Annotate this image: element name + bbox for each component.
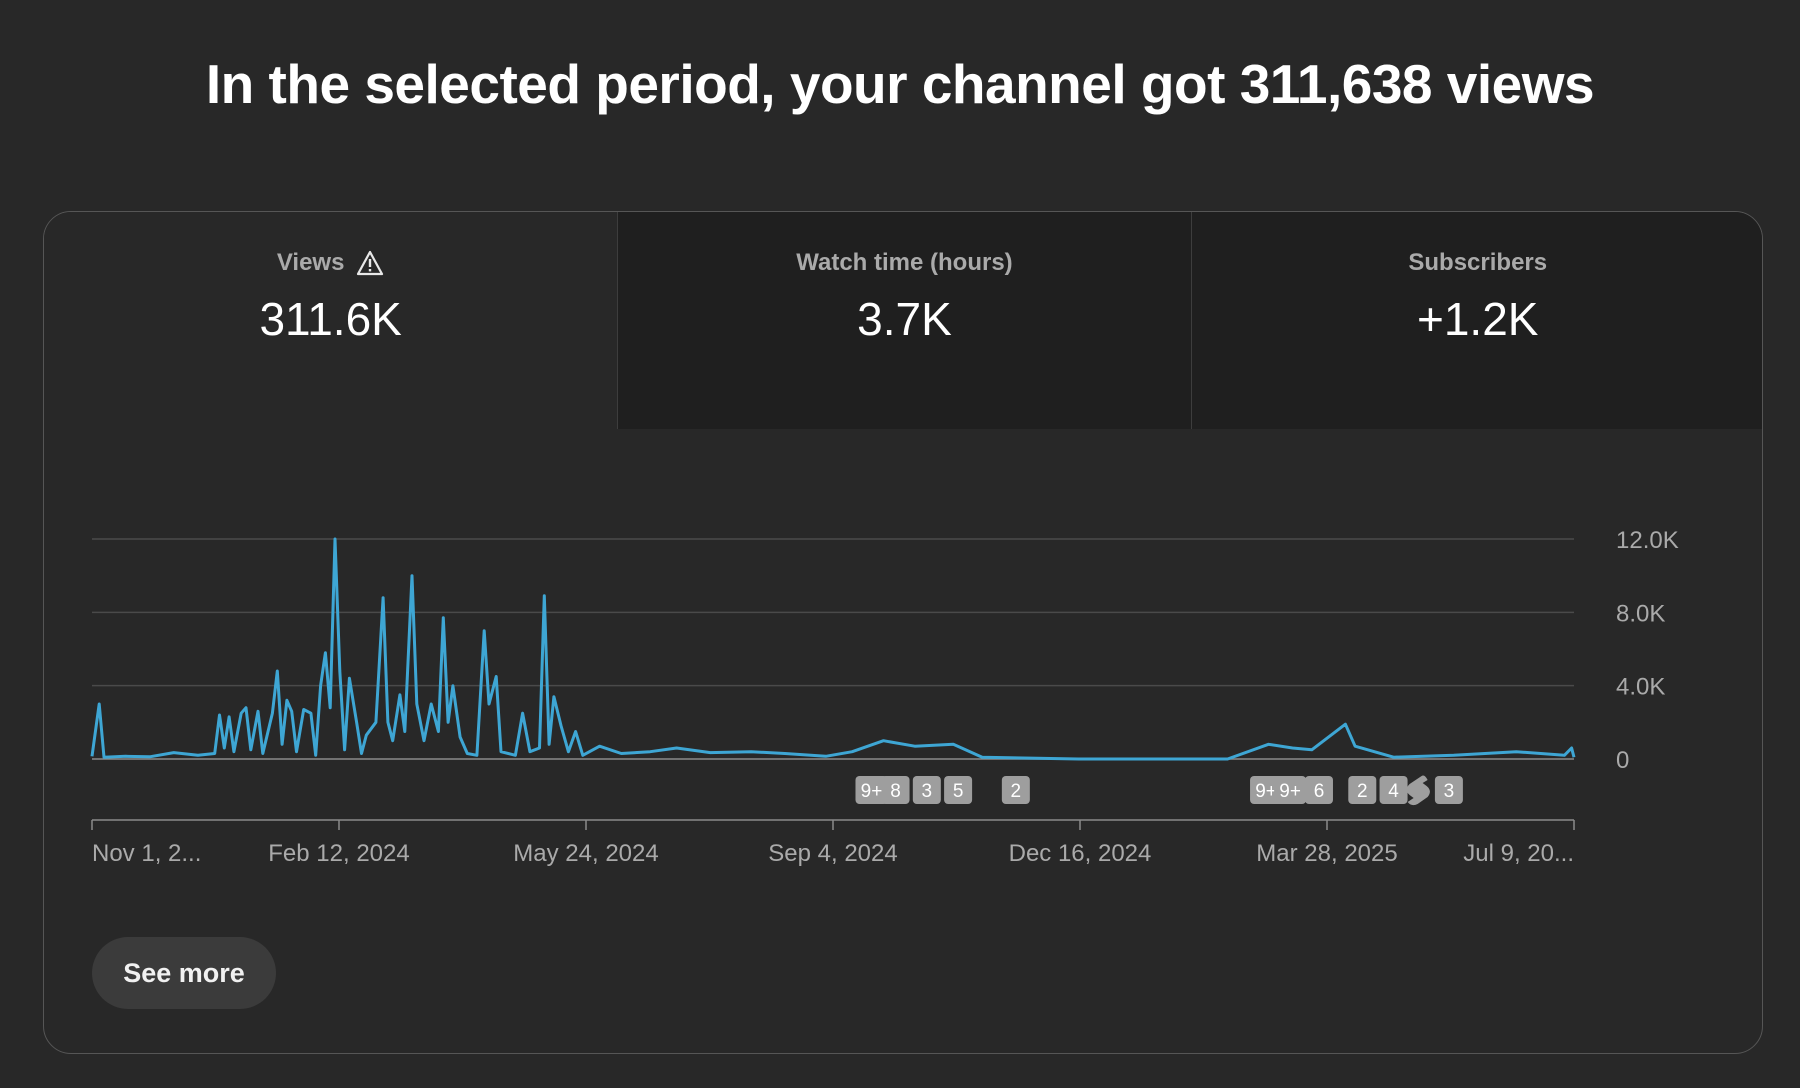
see-more-button[interactable]: See more [92, 937, 276, 1009]
y-tick-label: 0 [1616, 747, 1629, 774]
video-marker-count: 2 [1357, 781, 1368, 802]
views-line-chart[interactable]: 0 4.0K 8.0K 12.0K Nov 1, 2... Feb 12, 2024 May… [44, 212, 1763, 1054]
video-marker[interactable] [1379, 776, 1408, 804]
metric-tabs: Views 311.6K Watch time (hours) 3.7K Sub… [44, 212, 1762, 429]
tab-subscribers[interactable]: Subscribers +1.2K [1190, 212, 1762, 429]
tab-watch-time-value: 3.7K [857, 293, 952, 345]
tab-watch-time-label: Watch time (hours) [796, 249, 1013, 276]
video-marker[interactable] [1001, 776, 1030, 804]
video-marker-count: 8 [890, 781, 901, 802]
page-headline: In the selected period, your channel got… [205, 53, 1595, 115]
video-marker[interactable] [912, 776, 941, 804]
y-tick-label: 8.0K [1616, 600, 1665, 627]
y-tick-label: 12.0K [1616, 527, 1679, 554]
video-marker[interactable] [1434, 776, 1463, 804]
video-marker-count: 5 [953, 781, 964, 802]
video-marker-count: 9+ [1255, 781, 1277, 802]
video-marker[interactable] [1304, 776, 1333, 804]
video-marker-count: 3 [1444, 781, 1455, 802]
video-marker-count: 2 [1011, 781, 1022, 802]
x-tick-label: May 24, 2024 [513, 840, 658, 867]
views-series-line [90, 537, 1576, 761]
warning-icon[interactable] [356, 250, 384, 276]
video-marker[interactable] [881, 776, 910, 804]
analytics-card: Views 311.6K Watch time (hours) 3.7K Sub… [43, 211, 1763, 1054]
video-marker-count: 4 [1388, 781, 1399, 802]
x-tick-label: Sep 4, 2024 [768, 840, 897, 867]
tab-watch-time[interactable]: Watch time (hours) 3.7K [617, 212, 1191, 429]
video-marker-count: 9+ [1279, 781, 1301, 802]
video-marker[interactable] [1250, 776, 1283, 804]
video-marker-count: 3 [922, 781, 933, 802]
video-marker-count: 6 [1314, 781, 1325, 802]
x-tick-label: Mar 28, 2025 [1256, 840, 1397, 867]
tab-views-label: Views [276, 249, 345, 276]
x-tick-label: Nov 1, 2... [92, 840, 201, 867]
y-tick-label: 4.0K [1616, 674, 1665, 701]
x-tick-label: Jul 9, 20... [1463, 840, 1574, 867]
video-marker[interactable] [944, 776, 973, 804]
tab-subscribers-value: +1.2K [1416, 293, 1539, 345]
video-marker-count: 9+ [861, 781, 883, 802]
tab-views-value: 311.6K [259, 293, 402, 345]
x-tick-label: Dec 16, 2024 [1009, 840, 1152, 867]
video-marker[interactable] [1348, 776, 1377, 804]
tab-subscribers-label: Subscribers [1408, 249, 1548, 276]
video-marker[interactable] [855, 776, 888, 804]
x-tick-label: Feb 12, 2024 [268, 840, 409, 867]
shorts-icon[interactable] [1406, 775, 1430, 806]
video-marker[interactable] [1274, 776, 1307, 804]
tab-views[interactable]: Views 311.6K [44, 212, 618, 429]
